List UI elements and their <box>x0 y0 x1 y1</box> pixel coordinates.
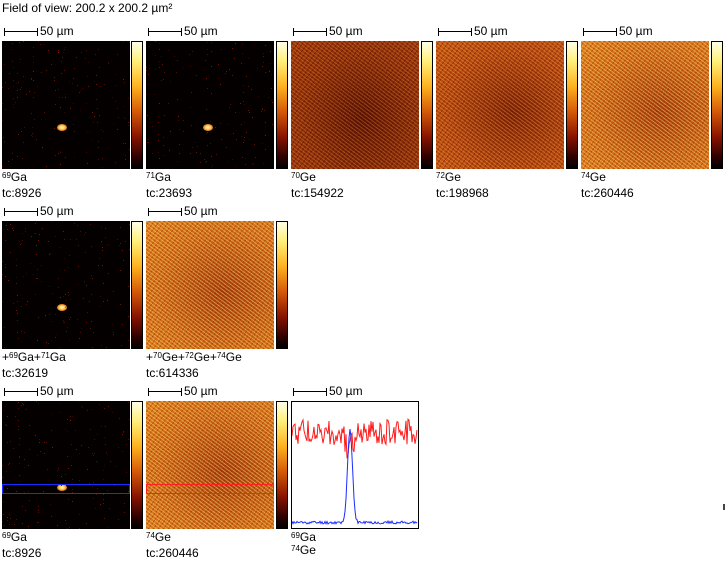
scale-bar: 50 µm <box>148 384 268 398</box>
scale-bar-label: 50 µm <box>619 24 653 38</box>
scale-bar-label: 50 µm <box>184 204 218 218</box>
ion-image-70ge[interactable] <box>291 41 419 169</box>
scale-bar-label: 50 µm <box>329 384 363 398</box>
linescan-label-ga: 69Ga <box>291 530 316 544</box>
total-counts: tc:23693 <box>146 186 193 200</box>
isotope-label: 72Ge <box>436 170 461 184</box>
hotspot <box>203 124 213 131</box>
total-counts: tc:154922 <box>291 186 344 200</box>
total-counts: tc:32619 <box>2 366 49 380</box>
ion-image-ga-sum[interactable] <box>2 221 130 349</box>
ion-image-74ge-roi[interactable] <box>146 401 274 529</box>
scale-bar-label: 50 µm <box>474 24 508 38</box>
scale-bar: 50 µm <box>4 24 124 38</box>
isotope-label: 74Ge <box>146 530 171 544</box>
total-counts: tc:8926 <box>2 546 42 560</box>
isotope-label: 74Ge <box>581 170 606 184</box>
total-counts: tc:198968 <box>436 186 489 200</box>
isotope-label: 69Ga <box>2 170 27 184</box>
line-scan-profile[interactable] <box>291 401 419 529</box>
color-scale-bar <box>131 221 143 349</box>
scale-bar: 50 µm <box>4 384 124 398</box>
hotspot <box>57 304 67 311</box>
line-scan-plot <box>291 418 418 526</box>
ion-image-72ge[interactable] <box>436 41 564 169</box>
roi-line-band[interactable] <box>146 484 274 494</box>
scale-bar: 50 µm <box>148 204 268 218</box>
ion-image-ge-sum[interactable] <box>146 221 274 349</box>
scale-bar: 50 µm <box>583 24 703 38</box>
scale-bar-label: 50 µm <box>184 24 218 38</box>
total-counts: tc:614336 <box>146 366 199 380</box>
ge-profile-line <box>291 418 418 459</box>
field-of-view-label: Field of view: 200.2 x 200.2 µm² <box>2 1 173 15</box>
color-scale-bar <box>421 41 433 169</box>
scale-bar-label: 50 µm <box>40 24 74 38</box>
ion-image-69ga-roi[interactable] <box>2 401 130 529</box>
scale-bar: 50 µm <box>4 204 124 218</box>
linescan-label-ge: 74Ge <box>291 543 316 557</box>
ion-image-71ga[interactable] <box>146 41 274 169</box>
scale-bar: 50 µm <box>148 24 268 38</box>
scale-bar: 50 µm <box>438 24 558 38</box>
isotope-label: 69Ga <box>2 530 27 544</box>
color-scale-bar <box>711 41 723 169</box>
color-scale-bar <box>276 221 288 349</box>
ion-image-74ge[interactable] <box>581 41 709 169</box>
isotope-sum-label: +69Ga+71Ga <box>2 350 66 364</box>
hotspot <box>57 484 67 491</box>
scale-bar-label: 50 µm <box>40 384 74 398</box>
color-scale-bar <box>276 401 288 529</box>
scale-bar-label: 50 µm <box>40 204 74 218</box>
color-scale-bar <box>131 41 143 169</box>
color-scale-bar <box>566 41 578 169</box>
isotope-sum-label: +70Ge+72Ge+74Ge <box>146 350 242 364</box>
scale-bar-label: 50 µm <box>184 384 218 398</box>
scale-bar-label: 50 µm <box>329 24 363 38</box>
total-counts: tc:8926 <box>2 186 42 200</box>
color-scale-bar <box>276 41 288 169</box>
ion-image-69ga[interactable] <box>2 41 130 169</box>
color-scale-bar <box>131 401 143 529</box>
hotspot <box>57 124 67 131</box>
isotope-label: 71Ga <box>146 170 171 184</box>
roi-line-band[interactable] <box>2 484 130 494</box>
isotope-label: 70Ge <box>291 170 316 184</box>
scale-bar: 50 µm <box>293 384 413 398</box>
total-counts: tc:260446 <box>581 186 634 200</box>
edge-marker <box>723 504 725 510</box>
ga-profile-line <box>291 429 418 526</box>
scale-bar: 50 µm <box>293 24 413 38</box>
total-counts: tc:260446 <box>146 546 199 560</box>
